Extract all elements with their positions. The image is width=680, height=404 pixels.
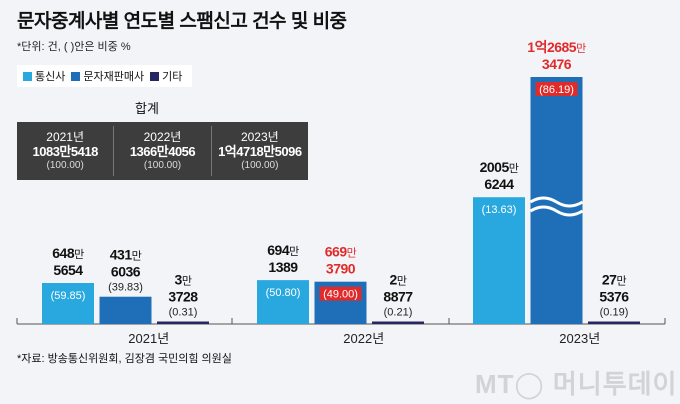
summary-year: 2022년 bbox=[143, 130, 182, 144]
summary-year: 2021년 bbox=[46, 130, 85, 144]
pct-highlight bbox=[535, 82, 578, 96]
data-label: 648만 bbox=[52, 245, 84, 261]
chart-title: 문자중계사별 연도별 스팸신고 건수 및 비중 bbox=[17, 11, 347, 32]
data-label: 694만 bbox=[267, 242, 299, 258]
legend-label: 통신사 bbox=[35, 71, 66, 83]
data-label: 2005만 bbox=[480, 159, 519, 175]
pct-label: (86.19) bbox=[539, 84, 574, 96]
pct-label: (49.00) bbox=[323, 289, 358, 301]
pct-label: (0.19) bbox=[600, 307, 629, 319]
x-tick-label: 2023년 bbox=[559, 331, 600, 346]
data-label: 1389 bbox=[268, 259, 298, 275]
source-note: *자료: 방송통신위원회, 김장겸 국민의힘 의원실 bbox=[17, 353, 232, 365]
summary-pct: (100.00) bbox=[46, 160, 84, 171]
summary-cell: 2022년 1366만4056 (100.00) bbox=[114, 126, 212, 176]
bar bbox=[588, 321, 640, 324]
data-label: 2만 bbox=[390, 272, 407, 288]
summary-pct: (100.00) bbox=[143, 160, 182, 171]
legend-item-reseller: 문자재판매사 bbox=[71, 68, 144, 84]
pct-label: (0.21) bbox=[384, 307, 413, 319]
axis-break-mark bbox=[529, 205, 584, 217]
axis-break-mark bbox=[529, 196, 584, 208]
data-label: 6244 bbox=[484, 176, 514, 192]
data-label: 669만 bbox=[325, 244, 357, 260]
data-label: 3790 bbox=[326, 261, 356, 277]
data-label: 1억2685만 bbox=[527, 39, 586, 55]
summary-total: 1억4718만5096 bbox=[218, 144, 302, 159]
legend-swatch bbox=[71, 71, 81, 81]
unit-note: *단위: 건, ( )안은 비중 % bbox=[17, 41, 131, 53]
data-label: 3만 bbox=[175, 272, 192, 288]
legend-item-other: 기타 bbox=[150, 68, 182, 84]
bar bbox=[372, 321, 424, 324]
summary-cell: 2023년 1억4718만5096 (100.00) bbox=[212, 126, 308, 176]
summary-total: 1083만5418 bbox=[32, 144, 99, 159]
legend-swatch bbox=[150, 71, 160, 81]
x-tick-label: 2022년 bbox=[343, 331, 384, 346]
summary-cell: 2021년 1083만5418 (100.00) bbox=[17, 126, 115, 176]
pct-label: (0.31) bbox=[169, 307, 198, 319]
legend-swatch bbox=[23, 71, 32, 81]
pct-label: (39.83) bbox=[108, 282, 143, 294]
bar bbox=[99, 296, 152, 324]
bar bbox=[473, 197, 525, 324]
legend-label: 기타 bbox=[162, 71, 183, 83]
data-label: 3476 bbox=[542, 56, 572, 72]
data-label: 3728 bbox=[168, 289, 198, 305]
pct-label: (13.63) bbox=[482, 204, 517, 216]
bar bbox=[157, 321, 209, 324]
data-label: 5654 bbox=[53, 262, 83, 278]
pct-highlight bbox=[319, 286, 362, 301]
bar bbox=[257, 280, 309, 324]
data-label: 5376 bbox=[599, 289, 629, 305]
data-label: 6036 bbox=[111, 264, 141, 280]
summary-title: 합계 bbox=[135, 101, 159, 116]
legend: 통신사 문자재판매사 기타 bbox=[17, 65, 192, 87]
summary-pct: (100.00) bbox=[241, 160, 279, 171]
logo: MT◯ 머니투데이 bbox=[475, 369, 678, 399]
data-label: 8877 bbox=[383, 289, 413, 305]
pct-label: (50.80) bbox=[266, 287, 301, 299]
legend-item-telecom: 통신사 bbox=[23, 68, 65, 84]
data-label: 27만 bbox=[602, 272, 627, 288]
pct-label: (59.85) bbox=[51, 290, 86, 302]
legend-label: 문자재판매사 bbox=[83, 71, 145, 83]
data-label: 431만 bbox=[110, 247, 142, 263]
bar bbox=[42, 283, 94, 324]
summary-total: 1366만4056 bbox=[129, 144, 196, 159]
summary-year: 2023년 bbox=[240, 130, 279, 144]
x-tick-label: 2021년 bbox=[128, 331, 169, 346]
summary-table: 2021년 1083만5418 (100.00) 2022년 1366만4056 (10… bbox=[17, 122, 308, 180]
